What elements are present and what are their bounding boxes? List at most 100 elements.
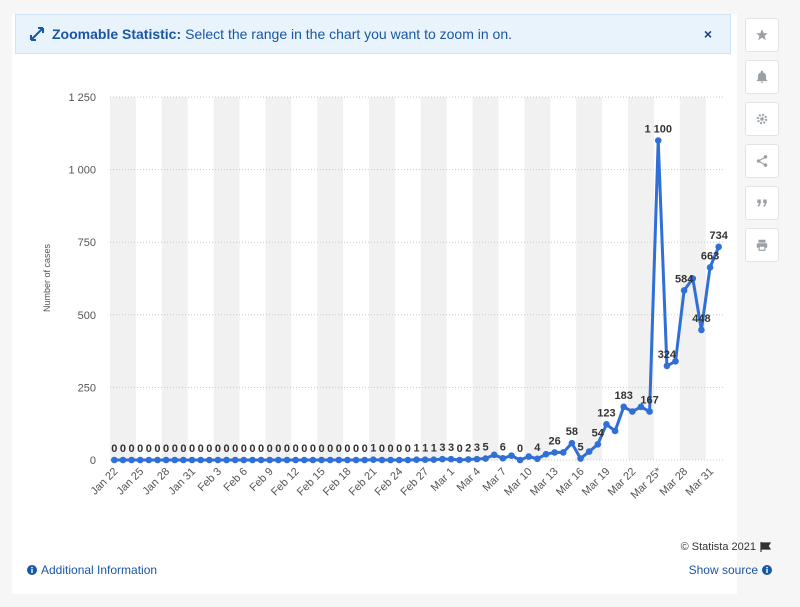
data-point	[223, 456, 230, 464]
data-point	[516, 456, 524, 464]
info-icon	[762, 565, 772, 575]
data-point	[594, 441, 602, 448]
data-point	[326, 456, 334, 464]
data-point	[283, 456, 291, 464]
data-label: 0	[120, 443, 126, 455]
data-label: 26	[549, 435, 561, 447]
x-tick-label: Feb 12	[269, 466, 302, 499]
data-point	[603, 420, 610, 428]
data-point	[214, 456, 222, 464]
data-point	[473, 455, 481, 463]
x-tick-label: Mar 31	[683, 466, 716, 499]
data-point	[585, 448, 593, 455]
data-label: 0	[301, 443, 307, 455]
x-tick-label: Mar 4	[455, 466, 483, 494]
data-point	[180, 456, 187, 464]
flag-icon	[760, 542, 772, 552]
data-point	[689, 275, 697, 282]
data-label: 58	[566, 426, 578, 438]
data-point	[344, 456, 351, 464]
data-point	[136, 456, 144, 464]
data-point	[266, 456, 274, 464]
x-tick-label: Jan 25	[114, 466, 146, 498]
data-label: 4	[534, 442, 541, 454]
x-band	[472, 97, 499, 460]
data-label: 0	[258, 443, 264, 455]
x-tick-label: Feb 24	[373, 466, 406, 499]
data-point	[447, 455, 455, 463]
data-point	[525, 453, 533, 460]
share-icon	[756, 155, 768, 167]
data-point	[188, 456, 196, 464]
data-point	[421, 456, 429, 464]
x-tick-label: Feb 6	[222, 466, 250, 494]
notification-button[interactable]	[745, 60, 779, 94]
x-band	[524, 97, 551, 460]
data-point	[482, 455, 489, 462]
x-tick-label: Mar 10	[502, 466, 535, 499]
data-label: 3	[448, 442, 454, 454]
additional-information-link[interactable]: Additional Information	[27, 563, 157, 577]
data-label: 734	[710, 230, 729, 242]
data-label: 3	[439, 442, 445, 454]
data-label: 1	[370, 443, 376, 455]
data-point	[257, 456, 265, 464]
data-point	[378, 456, 386, 464]
settings-button[interactable]	[745, 102, 779, 136]
data-label: 0	[137, 443, 143, 455]
data-label: 0	[293, 443, 299, 455]
statista-credit[interactable]: © Statista 2021	[681, 541, 772, 553]
data-label: 5	[577, 442, 583, 454]
data-point	[654, 137, 662, 144]
expand-icon	[30, 27, 44, 41]
data-label: 0	[405, 443, 411, 455]
data-label: 3	[474, 442, 480, 454]
x-band	[110, 97, 136, 460]
data-label: 0	[318, 443, 324, 455]
data-label: 183	[615, 390, 633, 402]
data-point	[119, 456, 127, 464]
data-label: 0	[396, 443, 402, 455]
data-point	[629, 408, 636, 415]
cite-button[interactable]	[745, 186, 779, 220]
data-point	[395, 456, 403, 464]
data-point	[698, 326, 705, 334]
data-label: 0	[310, 443, 316, 455]
gear-icon	[756, 113, 768, 125]
favorite-button[interactable]	[745, 18, 779, 52]
data-point	[430, 456, 438, 464]
credit-text: © Statista 2021	[680, 541, 756, 553]
close-icon[interactable]: ×	[703, 26, 712, 42]
x-tick-label: Feb 21	[347, 466, 380, 499]
show-source-label: Show source	[688, 563, 758, 577]
quote-icon	[757, 199, 767, 207]
data-label: 5	[483, 442, 489, 454]
x-tick-label: Feb 27	[399, 466, 432, 499]
print-button[interactable]	[745, 228, 779, 262]
data-label: 1	[422, 443, 428, 455]
data-label: 0	[362, 443, 368, 455]
data-label: 0	[232, 443, 238, 455]
x-tick-label: Feb 3	[196, 466, 224, 494]
data-point	[205, 456, 213, 464]
data-point	[646, 408, 653, 415]
data-point	[352, 456, 360, 464]
print-icon	[756, 239, 768, 251]
data-point	[715, 243, 722, 251]
data-label: 1	[413, 443, 419, 455]
share-button[interactable]	[745, 144, 779, 178]
data-point	[706, 264, 714, 271]
data-point	[128, 456, 135, 464]
banner-title: Zoomable Statistic:	[52, 26, 182, 42]
data-label: 0	[344, 443, 350, 455]
data-label: 2	[465, 442, 471, 454]
data-point	[249, 456, 256, 464]
data-label: 448	[692, 313, 710, 325]
show-source-link[interactable]: Show source	[689, 563, 772, 577]
data-label: 0	[241, 443, 247, 455]
data-point	[292, 456, 299, 464]
data-point	[413, 456, 420, 464]
data-label: 0	[284, 443, 290, 455]
data-label: 0	[267, 443, 273, 455]
